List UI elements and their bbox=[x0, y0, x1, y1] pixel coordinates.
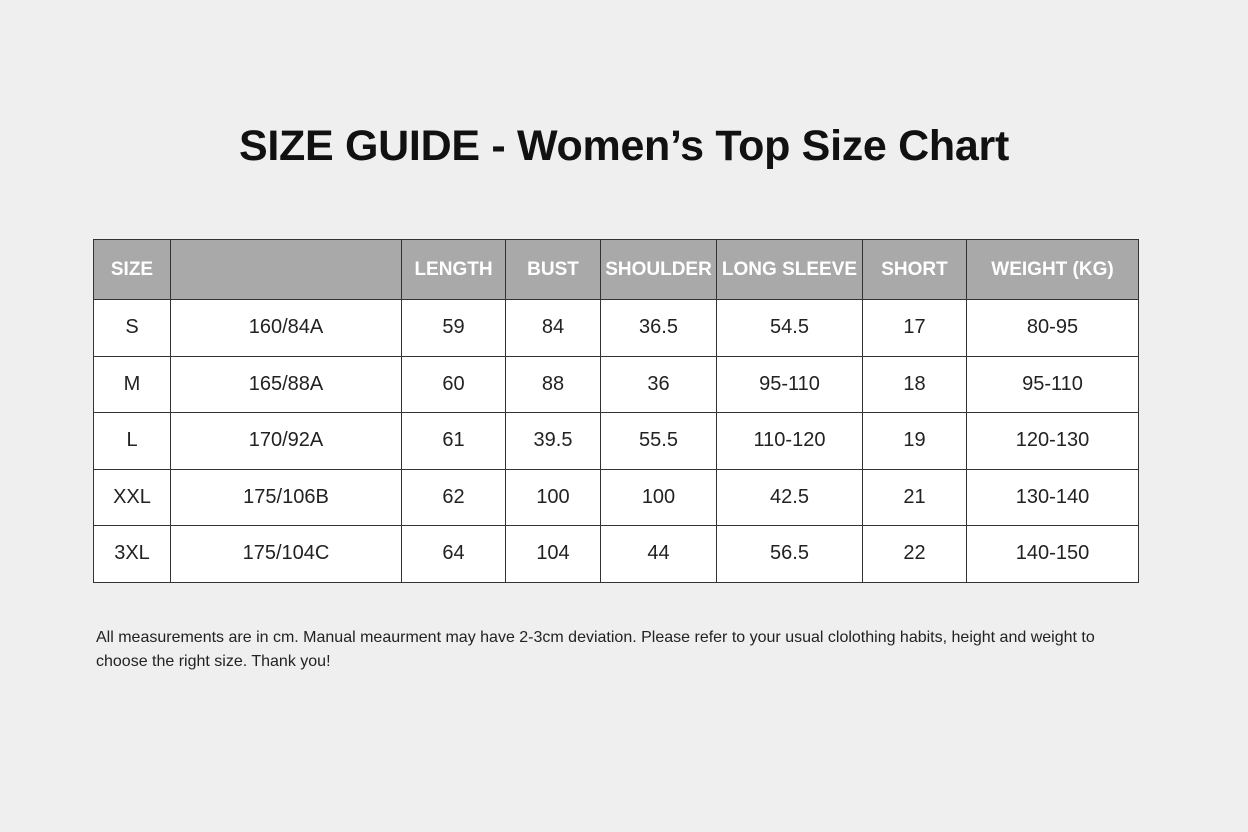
title: SIZE GUIDE - Women’s Top Size Chart bbox=[239, 122, 1009, 170]
header-cell: LENGTH bbox=[401, 239, 506, 300]
table-cell: 62 bbox=[401, 468, 506, 526]
table-cell: 84 bbox=[505, 299, 601, 357]
table-cell: 55.5 bbox=[600, 412, 717, 470]
table-row: M 165/88A 60 88 36 95-110 18 95-110 bbox=[93, 355, 1139, 413]
table-cell: 36 bbox=[600, 355, 717, 413]
table-cell: XXL bbox=[93, 468, 171, 526]
table-cell: 59 bbox=[401, 299, 506, 357]
table-cell: 160/84A bbox=[170, 299, 402, 357]
table-cell: 17 bbox=[862, 299, 967, 357]
table-cell: 175/106B bbox=[170, 468, 402, 526]
table-cell: 19 bbox=[862, 412, 967, 470]
table-cell: 44 bbox=[600, 525, 717, 583]
table-row: L 170/92A 61 39.5 55.5 110-120 19 120-130 bbox=[93, 412, 1139, 470]
table-cell: 36.5 bbox=[600, 299, 717, 357]
table-cell: L bbox=[93, 412, 171, 470]
table-cell: 21 bbox=[862, 468, 967, 526]
table-cell: 100 bbox=[600, 468, 717, 526]
table-cell: 88 bbox=[505, 355, 601, 413]
table-cell: 170/92A bbox=[170, 412, 402, 470]
table-cell: 120-130 bbox=[966, 412, 1139, 470]
table-cell: 39.5 bbox=[505, 412, 601, 470]
table-body: S 160/84A 59 84 36.5 54.5 17 80-95 M 165/88A 60 88 3… bbox=[93, 299, 1139, 583]
table-cell: 54.5 bbox=[716, 299, 863, 357]
note: All measurements are in cm. Manual meaur… bbox=[96, 629, 1095, 670]
table-cell: 100 bbox=[505, 468, 601, 526]
table-cell: 60 bbox=[401, 355, 506, 413]
table-cell: 95-110 bbox=[966, 355, 1139, 413]
table-cell: 140-150 bbox=[966, 525, 1139, 583]
table-cell: 165/88A bbox=[170, 355, 402, 413]
table-row: S 160/84A 59 84 36.5 54.5 17 80-95 bbox=[93, 299, 1139, 357]
table-cell: 61 bbox=[401, 412, 506, 470]
table-cell: 22 bbox=[862, 525, 967, 583]
header-cell: SHOULDER bbox=[600, 239, 717, 300]
table-cell: 175/104C bbox=[170, 525, 402, 583]
header-cell bbox=[170, 239, 402, 300]
table-cell: 42.5 bbox=[716, 468, 863, 526]
header-row: SIZE LENGTH BUST SHOULDER LONG SLEEVE SHORT WE… bbox=[93, 239, 1139, 300]
table-cell: 80-95 bbox=[966, 299, 1139, 357]
table-cell: 56.5 bbox=[716, 525, 863, 583]
table-cell: 95-110 bbox=[716, 355, 863, 413]
table-cell: 110-120 bbox=[716, 412, 863, 470]
table-cell: 3XL bbox=[93, 525, 171, 583]
header-cell: SIZE bbox=[93, 239, 171, 300]
table-row: XXL 175/106B 62 100 100 42.5 21 130-140 bbox=[93, 468, 1139, 526]
header-cell: BUST bbox=[505, 239, 601, 300]
header-cell: LONG SLEEVE bbox=[716, 239, 863, 300]
size-table: SIZE LENGTH BUST SHOULDER LONG SLEEVE SHORT WE… bbox=[93, 239, 1139, 583]
table-cell: 104 bbox=[505, 525, 601, 583]
table-cell: M bbox=[93, 355, 171, 413]
table-row: 3XL 175/104C 64 104 44 56.5 22 140-150 bbox=[93, 525, 1139, 583]
header-cell: WEIGHT (KG) bbox=[966, 239, 1139, 300]
table-cell: 18 bbox=[862, 355, 967, 413]
table-cell: S bbox=[93, 299, 171, 357]
table-cell: 130-140 bbox=[966, 468, 1139, 526]
table-cell: 64 bbox=[401, 525, 506, 583]
header-cell: SHORT bbox=[862, 239, 967, 300]
